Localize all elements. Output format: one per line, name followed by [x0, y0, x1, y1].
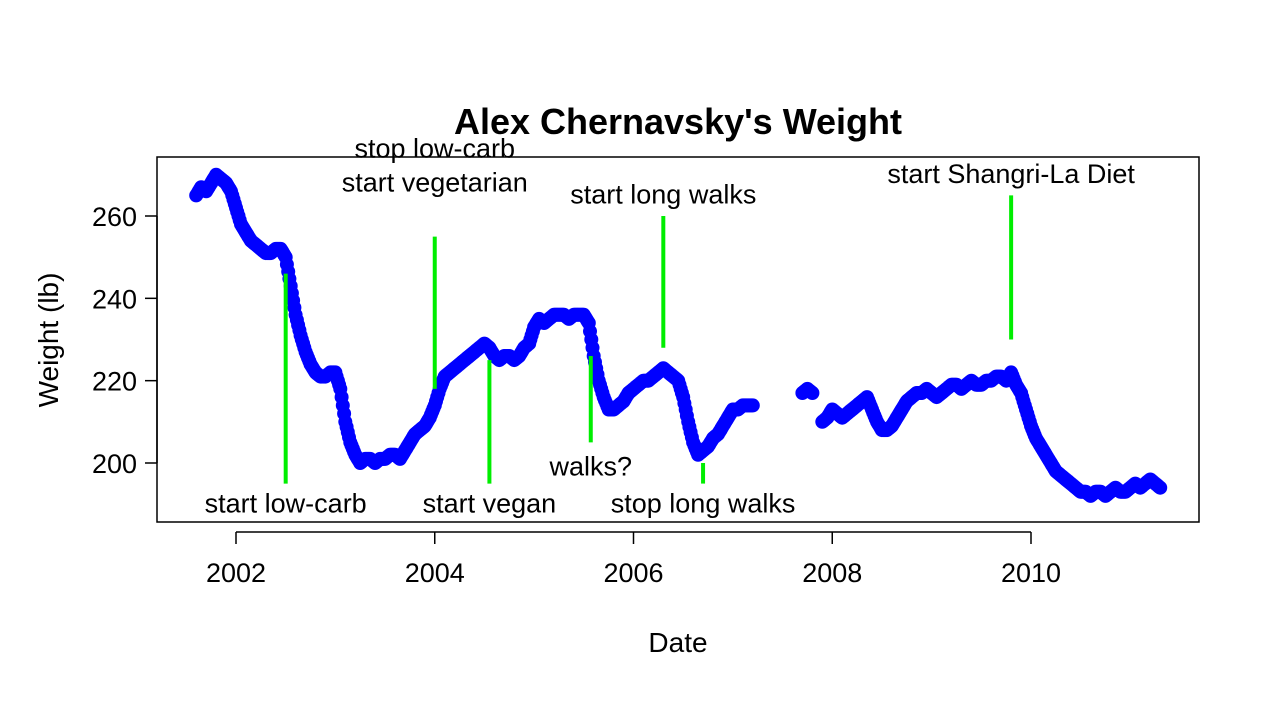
- x-tick-label: 2002: [206, 558, 266, 588]
- data-point: [805, 386, 820, 400]
- chart-title: Alex Chernavsky's Weight: [454, 101, 902, 142]
- annotation: start low-carb: [205, 273, 367, 518]
- axes: 2002 2004 2006 2008 2010 200 220 240 260: [92, 202, 1061, 588]
- annotation: walks?: [549, 355, 633, 481]
- y-tick-label: 220: [92, 367, 137, 397]
- annotation-label: start vegan: [423, 488, 557, 518]
- annotation-label: walks?: [549, 451, 633, 481]
- y-tick-label: 240: [92, 284, 137, 314]
- annotations: start low-carb stop low-carb start vegetar…: [205, 133, 1136, 518]
- annotation-label: start long walks: [570, 180, 756, 210]
- data-point: [1153, 480, 1168, 495]
- annotation-label: start Shangri-La Diet: [887, 159, 1135, 189]
- plot-area: [156, 156, 1200, 523]
- annotation: stop long walks: [611, 463, 796, 518]
- annotation-label: stop low-carb: [354, 133, 515, 163]
- x-axis-label: Date: [648, 627, 707, 658]
- x-tick-label: 2008: [802, 558, 862, 588]
- y-tick-label: 260: [92, 202, 137, 232]
- annotation: start vegan: [423, 360, 557, 518]
- x-tick-label: 2004: [405, 558, 465, 588]
- annotation-label: start low-carb: [205, 488, 367, 518]
- annotation: stop low-carb start vegetarian: [342, 133, 528, 389]
- y-tick-label: 200: [92, 449, 137, 479]
- y-axis-label: Weight (lb): [33, 273, 64, 408]
- annotation-label: start vegetarian: [342, 167, 528, 197]
- annotation: start long walks: [570, 180, 756, 348]
- x-tick-label: 2010: [1001, 558, 1061, 588]
- annotation: start Shangri-La Diet: [887, 159, 1135, 340]
- plot-frame: [156, 156, 1200, 523]
- data-points: [189, 167, 1168, 503]
- x-tick-label: 2006: [603, 558, 663, 588]
- annotation-label: stop long walks: [611, 488, 796, 518]
- data-point: [745, 398, 760, 413]
